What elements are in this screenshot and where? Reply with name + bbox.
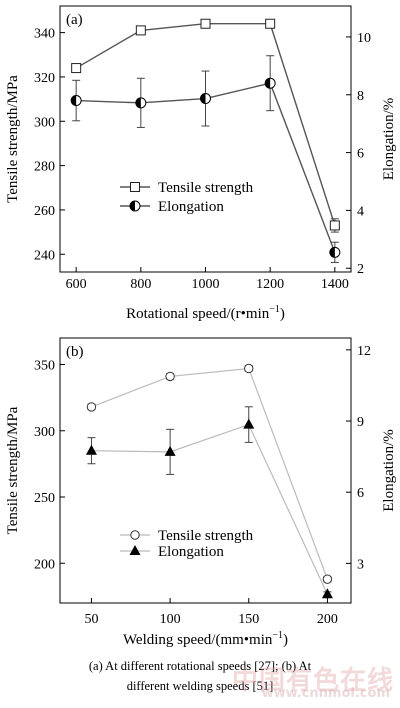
figure-caption: (a) At different rotational speeds [27];…	[0, 656, 400, 696]
panel-2-panel-label: (b)	[66, 344, 84, 360]
panel-2-series-elongation-point	[85, 444, 97, 455]
panel-2-series-elongation-point-shape	[164, 445, 176, 456]
panel-1-legend-marker	[129, 200, 141, 212]
panel-1-series-tensile-strength-point-shape	[71, 63, 82, 74]
panel-1-x-tick-label: 1000	[192, 277, 220, 292]
panel-1-series-elongation-point	[329, 246, 341, 258]
panel-1-series-tensile-strength-point-shape	[135, 25, 146, 36]
panel-2-y-left-tick-label: 250	[34, 491, 55, 506]
panel-1-series-tensile-strength-point-shape	[200, 18, 211, 29]
panel-1-y-left-axis-label: Tensile strength/MPa	[5, 75, 21, 203]
panel-2-y-left-axis-label: Tensile strength/MPa	[5, 406, 21, 534]
panel-1-y-right-axis-label: Elongation/%	[381, 98, 397, 181]
panel-2-legend-marker	[130, 530, 140, 540]
panel-2-legend-label: Tensile strength	[158, 528, 254, 544]
panel-2-plot-frame	[59, 337, 352, 604]
panel-1-series-elongation-point	[70, 95, 82, 107]
panel-1-series-elongation-point-fill	[200, 93, 206, 104]
panel-1-legend-marker	[130, 182, 140, 192]
panel-2-y-left-tick-label: 200	[34, 557, 55, 572]
panel-2-series-elongation-point	[243, 418, 255, 429]
panel-1-series-tensile-strength-point	[265, 18, 276, 29]
panel-1-series-tensile-strength-point	[200, 18, 211, 29]
panel-2-legend-marker-shape	[129, 545, 141, 555]
panel-2-series-elongation-point	[321, 588, 333, 599]
panel-1-y-right-tick-label: 2	[357, 262, 364, 277]
panel-2-series-tensile-strength-point-shape	[165, 371, 175, 382]
panel-2-x-axis-label: Welding speed/(mm•min−1)	[123, 630, 288, 648]
panel-1-panel-label: (a)	[66, 12, 83, 28]
panel-1-y-left-tick-label: 340	[34, 27, 55, 42]
panel-2-series-tensile-strength-line	[91, 367, 328, 580]
panel-2-series-tensile-strength-point	[86, 402, 97, 412]
panel-1-series-elongation-point-fill	[265, 78, 271, 89]
panel-1-series-tensile-strength-point-shape	[265, 18, 276, 29]
panel-1-y-left-tick-label: 280	[34, 160, 55, 175]
panel-2-series-elongation-point-shape	[321, 588, 333, 599]
panel-2-y-left-tick-label: 350	[34, 359, 55, 374]
panel-1-x-axis-label: Rotational speed/(r•min−1)	[126, 304, 285, 322]
panel-1-legend-marker-fill	[130, 201, 135, 211]
panel-2-y-right-axis-label: Elongation/%	[381, 429, 397, 512]
panel-2-series-tensile-strength-point-shape	[86, 402, 97, 412]
panel-1-legend-label: Tensile strength	[158, 180, 254, 196]
panel-2-series-tensile-strength-point-shape	[322, 574, 333, 584]
caption-line-1: (a) At different rotational speeds [27];…	[88, 659, 312, 673]
panel-1-legend-label: Elongation	[158, 199, 224, 215]
panel-2-series-tensile-strength-point-shape	[244, 363, 254, 374]
panel-1-series-tensile-strength-point	[329, 220, 340, 231]
panel-2-legend-marker	[129, 545, 141, 555]
panel-2-series-elongation-point-shape	[85, 444, 97, 455]
panel-2-y-left-tick-label: 300	[34, 425, 55, 440]
panel-2-series-tensile-strength-point	[244, 363, 254, 374]
panel-1-series-tensile-strength-point	[71, 63, 82, 74]
panel-1-x-tick-label: 1400	[321, 277, 349, 292]
panel-1-y-right-tick-label: 8	[357, 89, 364, 104]
panel-2-series-elongation-point-shape	[243, 418, 255, 429]
panel-2-y-right-tick-label: 12	[357, 344, 371, 359]
panel-2-y-right-tick-label: 9	[357, 415, 364, 430]
panel-1-x-tick-label: 600	[66, 277, 87, 292]
panel-2-series-tensile-strength-point	[165, 371, 175, 382]
panel-2-x-tick-label: 100	[160, 612, 181, 627]
panel-1-y-left-tick-label: 260	[34, 204, 55, 219]
panel-2-series-elongation-line	[91, 423, 328, 595]
panel-2-y-right-tick-label: 3	[357, 557, 364, 572]
panel-2-series-tensile-strength-point	[322, 574, 333, 584]
panel-1-series-elongation-point	[264, 77, 276, 89]
panel-1-legend-marker-shape	[130, 182, 140, 192]
panel-2-y-right-tick-label: 6	[357, 486, 364, 501]
panel-1-y-right-tick-label: 6	[357, 147, 364, 162]
panel-1-y-right-tick-label: 4	[357, 204, 364, 219]
panel-1-y-left-tick-label: 320	[34, 71, 55, 86]
panel-1-series-elongation-point	[200, 93, 211, 105]
panel-1-y-right-tick-label: 10	[357, 31, 371, 46]
panel-2-legend-label: Elongation	[158, 544, 224, 560]
panel-2-x-tick-label: 50	[84, 612, 98, 627]
caption-line-2: different welding speeds [51]	[126, 679, 274, 693]
panel-1-y-left-tick-label: 240	[34, 248, 55, 263]
panel-2-legend-marker-shape	[130, 530, 140, 540]
panel-2-x-tick-label: 150	[238, 612, 259, 627]
panel-2-x-tick-label: 200	[317, 612, 338, 627]
panel-1-series-elongation-point-fill	[135, 97, 141, 108]
panel-1-series-elongation-point-fill	[329, 247, 335, 258]
panel-2-series-elongation-point	[164, 445, 176, 456]
panel-1-series-tensile-strength-point	[135, 25, 146, 36]
panel-1-series-elongation-point	[135, 97, 147, 109]
panel-1-y-left-tick-label: 300	[34, 115, 55, 130]
panel-1-x-tick-label: 800	[130, 277, 151, 292]
panel-1-series-elongation-point-fill	[71, 95, 77, 106]
panel-1-series-tensile-strength-point-shape	[329, 220, 340, 231]
panel-1-x-tick-label: 1200	[256, 277, 284, 292]
